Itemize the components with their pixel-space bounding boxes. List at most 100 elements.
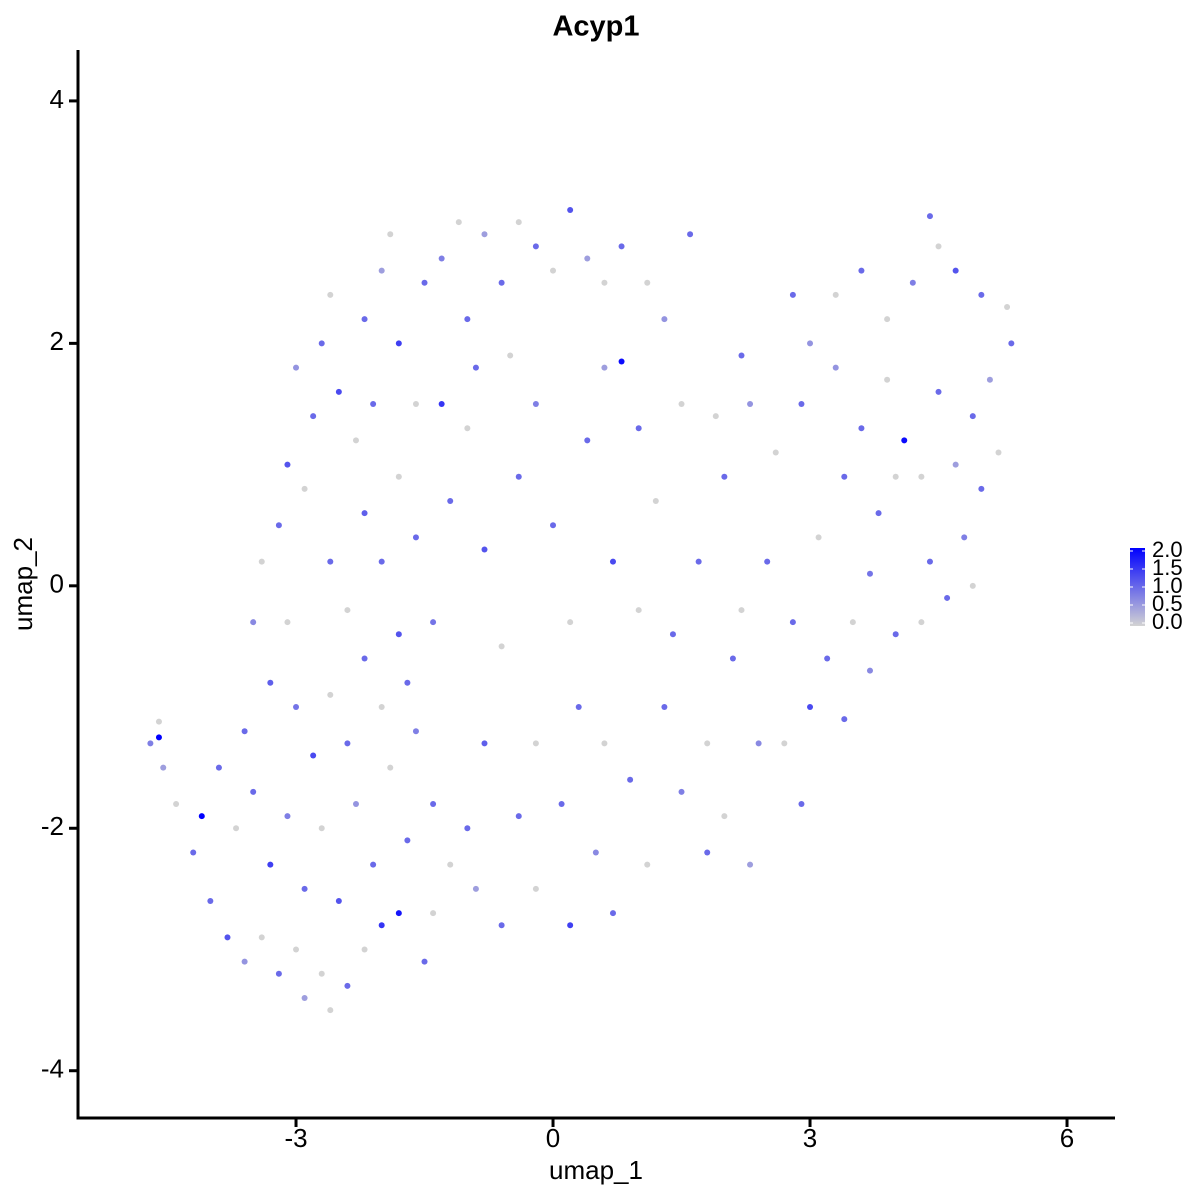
- cell-point: [430, 910, 437, 917]
- cell-point: [567, 619, 574, 626]
- colorbar-label: 1.0: [1152, 573, 1183, 598]
- cell-point: [310, 752, 317, 759]
- cell-point: [233, 825, 240, 832]
- cell-point: [1004, 303, 1011, 310]
- cell-point: [815, 534, 822, 541]
- cell-point: [661, 316, 668, 323]
- cell-point: [789, 619, 796, 626]
- cell-point: [618, 243, 625, 250]
- cell-point: [738, 607, 745, 614]
- cell-point: [986, 376, 993, 383]
- cell-point: [438, 255, 445, 262]
- cell-point: [472, 885, 479, 892]
- cell-point: [378, 922, 385, 929]
- cell-point: [198, 813, 205, 820]
- cell-point: [472, 364, 479, 371]
- cell-point: [352, 801, 359, 808]
- cell-point: [1008, 340, 1015, 347]
- cell-point: [344, 982, 351, 989]
- cell-point: [361, 316, 368, 323]
- cell-point: [412, 400, 419, 407]
- cell-point: [361, 946, 368, 953]
- cell-point: [704, 849, 711, 856]
- cell-point: [944, 594, 951, 601]
- cell-point: [207, 898, 214, 905]
- x-tick-label: -3: [284, 1123, 307, 1153]
- cell-point: [258, 558, 265, 565]
- cell-point: [935, 388, 942, 395]
- cell-point: [515, 473, 522, 480]
- cell-point: [807, 340, 814, 347]
- cell-point: [772, 449, 779, 456]
- cell-point: [858, 267, 865, 274]
- cell-point: [875, 510, 882, 517]
- cell-point: [275, 522, 282, 529]
- cell-point: [378, 558, 385, 565]
- cell-point: [515, 813, 522, 820]
- cell-point: [678, 400, 685, 407]
- x-axis-label: umap_1: [549, 1155, 643, 1185]
- cell-point: [978, 291, 985, 298]
- cell-point: [327, 291, 334, 298]
- cell-point: [969, 582, 976, 589]
- cell-point: [798, 801, 805, 808]
- cell-point: [755, 740, 762, 747]
- cell-point: [215, 764, 222, 771]
- cell-point: [841, 716, 848, 723]
- y-tick-label: 0: [50, 569, 64, 599]
- colorbar-label: 2.0: [1152, 537, 1183, 562]
- cell-point: [335, 898, 342, 905]
- y-tick-label: 4: [50, 84, 64, 114]
- cell-point: [361, 510, 368, 517]
- cell-point: [661, 704, 668, 711]
- cell-point: [789, 291, 796, 298]
- cell-point: [404, 679, 411, 686]
- cell-point: [438, 400, 445, 407]
- cell-point: [892, 473, 899, 480]
- cell-point: [318, 970, 325, 977]
- cell-point: [918, 619, 925, 626]
- cell-point: [327, 691, 334, 698]
- cell-point: [892, 631, 899, 638]
- cell-point: [841, 473, 848, 480]
- cell-point: [635, 607, 642, 614]
- cell-point: [832, 364, 839, 371]
- cell-point: [404, 837, 411, 844]
- cell-point: [370, 400, 377, 407]
- y-tick-label: -2: [41, 811, 64, 841]
- cell-point: [978, 485, 985, 492]
- cell-point: [849, 619, 856, 626]
- cell-point: [584, 255, 591, 262]
- cell-point: [550, 267, 557, 274]
- cell-point: [747, 400, 754, 407]
- cell-point: [447, 861, 454, 868]
- cell-point: [378, 704, 385, 711]
- x-tick-label: 0: [546, 1123, 560, 1153]
- cell-point: [361, 655, 368, 662]
- cell-point: [498, 279, 505, 286]
- cell-point: [884, 316, 891, 323]
- colorbar-label: 0.0: [1152, 609, 1183, 634]
- cell-point: [160, 764, 167, 771]
- cell-point: [241, 728, 248, 735]
- cell-point: [918, 473, 925, 480]
- cell-point: [601, 279, 608, 286]
- cell-point: [712, 413, 719, 420]
- cell-point: [627, 776, 634, 783]
- cell-point: [430, 619, 437, 626]
- cell-point: [747, 861, 754, 868]
- cell-point: [909, 279, 916, 286]
- cell-point: [952, 461, 959, 468]
- cell-point: [327, 1007, 334, 1014]
- cell-point: [498, 643, 505, 650]
- cell-point: [764, 558, 771, 565]
- colorbar: [1130, 548, 1145, 626]
- cell-point: [807, 704, 814, 711]
- cell-point: [284, 461, 291, 468]
- cell-point: [481, 740, 488, 747]
- cell-point: [421, 279, 428, 286]
- cell-point: [378, 267, 385, 274]
- cell-point: [704, 740, 711, 747]
- cell-point: [618, 358, 625, 365]
